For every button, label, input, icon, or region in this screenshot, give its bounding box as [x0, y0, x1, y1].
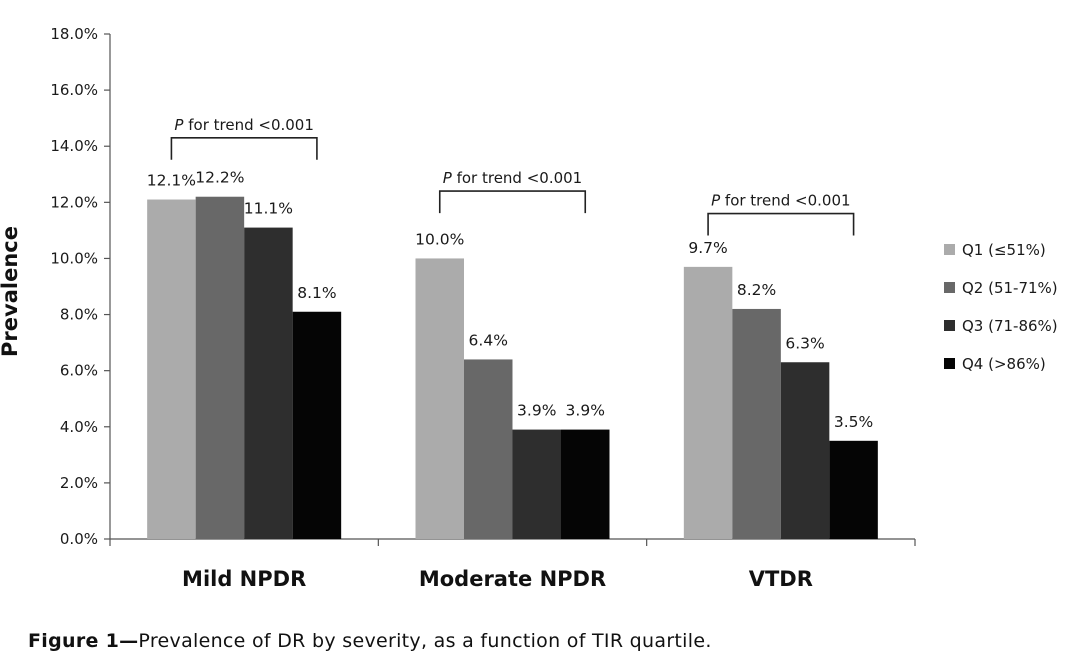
legend-label: Q3 (71-86%)	[962, 317, 1058, 335]
bar	[829, 440, 878, 539]
bar	[512, 429, 561, 539]
data-label: 9.7%	[688, 239, 727, 257]
y-axis-label: Prevalence	[0, 226, 22, 357]
y-tick-label: 8.0%	[60, 306, 98, 324]
legend-swatch	[944, 282, 955, 293]
category-label: VTDR	[749, 567, 813, 591]
y-tick-label: 12.0%	[50, 193, 98, 211]
legend-swatch	[944, 358, 955, 369]
bar	[464, 359, 513, 539]
data-label: 8.2%	[737, 281, 776, 299]
data-label: 3.9%	[517, 402, 556, 420]
y-tick-label: 14.0%	[50, 137, 98, 155]
data-label: 6.3%	[785, 334, 824, 352]
legend-swatch	[944, 320, 955, 331]
caption-label: Figure 1—	[28, 630, 139, 652]
y-tick-label: 10.0%	[50, 249, 98, 267]
category-label: Moderate NPDR	[419, 567, 606, 591]
legend-label: Q1 (≤51%)	[962, 241, 1046, 259]
figure-caption: Figure 1—Prevalence of DR by severity, a…	[28, 630, 712, 652]
bar	[561, 429, 610, 539]
y-tick-label: 2.0%	[60, 474, 98, 492]
bar	[415, 258, 464, 539]
y-tick-label: 4.0%	[60, 418, 98, 436]
y-tick-label: 0.0%	[60, 530, 98, 548]
legend-label: Q4 (>86%)	[962, 355, 1046, 373]
data-label: 3.5%	[834, 413, 873, 431]
data-label: 8.1%	[297, 284, 336, 302]
bar	[147, 199, 196, 539]
trend-annotation: P for trend <0.001	[443, 169, 582, 187]
trend-bracket	[438, 190, 587, 214]
legend-label: Q2 (51-71%)	[962, 279, 1058, 297]
y-tick-label: 18.0%	[50, 25, 98, 43]
bar	[683, 266, 733, 539]
trend-annotation: P for trend <0.001	[711, 192, 850, 210]
bar	[780, 362, 830, 539]
trend-bracket	[170, 137, 318, 160]
category-label: Mild NPDR	[182, 567, 306, 591]
caption-text: Prevalence of DR by severity, as a funct…	[138, 630, 712, 652]
data-label: 3.9%	[566, 402, 605, 420]
bar	[732, 308, 781, 539]
legend-swatch	[944, 244, 955, 255]
data-label: 12.1%	[147, 172, 196, 190]
bar	[244, 227, 293, 540]
bar	[292, 311, 342, 539]
trend-bracket	[707, 212, 855, 236]
data-label: 6.4%	[469, 331, 508, 349]
data-label: 10.0%	[415, 230, 464, 248]
bar-chart: 0.0% 2.0% 4.0% 6.0% 8.0% 10.0% 12.0% 14.0% 16.0%…	[0, 25, 1058, 591]
data-label: 11.1%	[244, 200, 293, 218]
bar	[195, 196, 245, 539]
trend-annotation: P for trend <0.001	[174, 116, 313, 134]
data-label: 12.2%	[195, 169, 244, 187]
y-tick-label: 16.0%	[50, 81, 98, 99]
y-tick-label: 6.0%	[60, 362, 98, 380]
